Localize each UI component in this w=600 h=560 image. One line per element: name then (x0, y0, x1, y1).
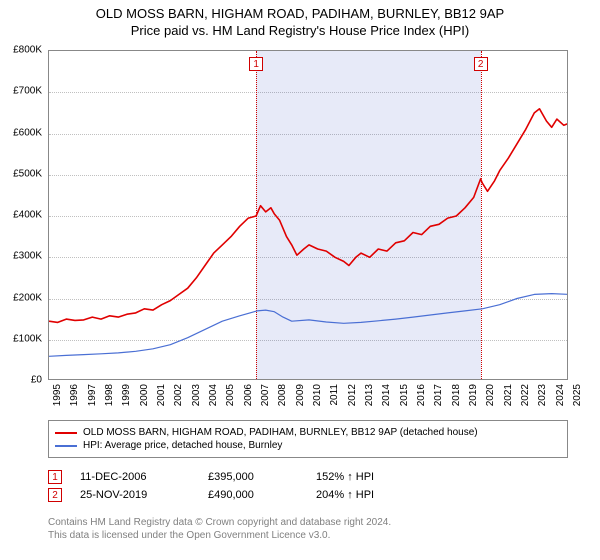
sale-index-1: 1 (48, 470, 62, 484)
x-tick-label: 2000 (139, 384, 150, 406)
y-tick-label: £300K (0, 251, 42, 262)
legend-row-hpi: HPI: Average price, detached house, Burn… (55, 440, 561, 451)
legend-box: OLD MOSS BARN, HIGHAM ROAD, PADIHAM, BUR… (48, 420, 568, 458)
x-tick-label: 2024 (555, 384, 566, 406)
plot-wrap: £0£100K£200K£300K£400K£500K£600K£700K£80… (48, 50, 568, 380)
legend-swatch-property (55, 432, 77, 434)
x-tick-label: 2017 (433, 384, 444, 406)
sales-table: 1 11-DEC-2006 £395,000 152% ↑ HPI 2 25-N… (48, 466, 568, 506)
y-tick-label: £100K (0, 333, 42, 344)
y-tick-label: £800K (0, 45, 42, 56)
x-tick-label: 2021 (503, 384, 514, 406)
x-tick-label: 2002 (173, 384, 184, 406)
footer-line1: Contains HM Land Registry data © Crown c… (48, 516, 568, 529)
sale-hpi-1: 152% ↑ HPI (316, 471, 426, 483)
x-tick-label: 2023 (537, 384, 548, 406)
x-tick-label: 2016 (416, 384, 427, 406)
legend-label-property: OLD MOSS BARN, HIGHAM ROAD, PADIHAM, BUR… (83, 427, 478, 438)
sale-price-1: £395,000 (208, 471, 298, 483)
x-tick-label: 1998 (104, 384, 115, 406)
x-tick-label: 1995 (52, 384, 63, 406)
x-tick-label: 2005 (225, 384, 236, 406)
x-tick-label: 2020 (485, 384, 496, 406)
footer-attribution: Contains HM Land Registry data © Crown c… (48, 516, 568, 542)
y-tick-label: £400K (0, 210, 42, 221)
sales-row-1: 1 11-DEC-2006 £395,000 152% ↑ HPI (48, 470, 568, 484)
x-tick-label: 2011 (329, 384, 340, 406)
x-tick-label: 2008 (277, 384, 288, 406)
title-subtitle: Price paid vs. HM Land Registry's House … (8, 23, 592, 38)
plot-area: 12 (48, 50, 568, 380)
line-series-svg (49, 51, 568, 380)
sale-date-2: 25-NOV-2019 (80, 489, 190, 501)
x-tick-label: 2001 (156, 384, 167, 406)
x-tick-label: 2018 (451, 384, 462, 406)
x-tick-label: 1999 (121, 384, 132, 406)
sale-index-2: 2 (48, 488, 62, 502)
x-tick-label: 2013 (364, 384, 375, 406)
chart-container: OLD MOSS BARN, HIGHAM ROAD, PADIHAM, BUR… (0, 0, 600, 560)
x-tick-label: 2014 (381, 384, 392, 406)
x-tick-label: 2022 (520, 384, 531, 406)
sale-marker-box: 1 (249, 57, 263, 71)
footer-line2: This data is licensed under the Open Gov… (48, 529, 568, 542)
series-property (49, 109, 568, 323)
sale-price-2: £490,000 (208, 489, 298, 501)
x-tick-label: 1997 (87, 384, 98, 406)
legend-label-hpi: HPI: Average price, detached house, Burn… (83, 440, 282, 451)
title-block: OLD MOSS BARN, HIGHAM ROAD, PADIHAM, BUR… (0, 0, 600, 42)
x-tick-label: 2007 (260, 384, 271, 406)
y-tick-label: £200K (0, 292, 42, 303)
sale-marker-box: 2 (474, 57, 488, 71)
y-tick-label: £0 (0, 375, 42, 386)
sale-date-1: 11-DEC-2006 (80, 471, 190, 483)
x-tick-label: 2006 (243, 384, 254, 406)
legend-swatch-hpi (55, 445, 77, 447)
y-tick-label: £500K (0, 168, 42, 179)
sales-row-2: 2 25-NOV-2019 £490,000 204% ↑ HPI (48, 488, 568, 502)
x-tick-label: 2019 (468, 384, 479, 406)
legend-row-property: OLD MOSS BARN, HIGHAM ROAD, PADIHAM, BUR… (55, 427, 561, 438)
x-tick-label: 2012 (347, 384, 358, 406)
title-address: OLD MOSS BARN, HIGHAM ROAD, PADIHAM, BUR… (8, 6, 592, 21)
x-tick-label: 1996 (69, 384, 80, 406)
x-tick-label: 2004 (208, 384, 219, 406)
x-tick-label: 2025 (572, 384, 583, 406)
series-hpi (49, 294, 568, 357)
sale-hpi-2: 204% ↑ HPI (316, 489, 426, 501)
x-tick-label: 2015 (399, 384, 410, 406)
x-tick-label: 2003 (191, 384, 202, 406)
y-tick-label: £700K (0, 86, 42, 97)
x-tick-label: 2010 (312, 384, 323, 406)
x-tick-label: 2009 (295, 384, 306, 406)
y-tick-label: £600K (0, 127, 42, 138)
